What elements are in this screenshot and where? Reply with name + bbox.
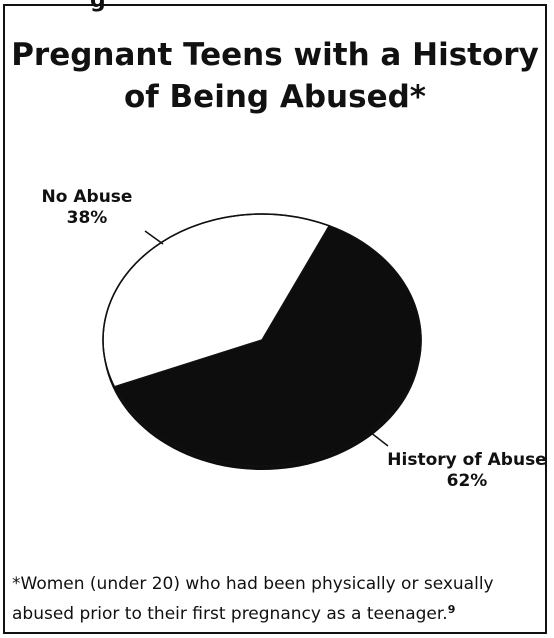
slice-label-no-abuse: No Abuse 38% xyxy=(32,187,142,229)
pie-slices xyxy=(102,213,422,470)
leader-line-history-of-abuse xyxy=(369,431,389,447)
leader-line-no-abuse xyxy=(144,230,164,245)
slice-label-history-of-abuse: History of Abuse 62% xyxy=(382,450,552,492)
chart-title: Pregnant Teens with a History of Being A… xyxy=(11,37,539,115)
slice-name-history-of-abuse: History of Abuse xyxy=(387,450,547,470)
footnote: *Women (under 20) who had been physicall… xyxy=(12,571,547,627)
slice-value-history-of-abuse: 62% xyxy=(446,471,488,491)
slice-name-no-abuse: No Abuse xyxy=(41,187,133,207)
footnote-reference: 9 xyxy=(447,603,456,616)
slice-value-no-abuse: 38% xyxy=(66,208,108,228)
footnote-text: *Women (under 20) who had been physicall… xyxy=(12,574,494,624)
page-header-fragment: g xyxy=(90,0,106,13)
pie-outline xyxy=(102,213,422,467)
